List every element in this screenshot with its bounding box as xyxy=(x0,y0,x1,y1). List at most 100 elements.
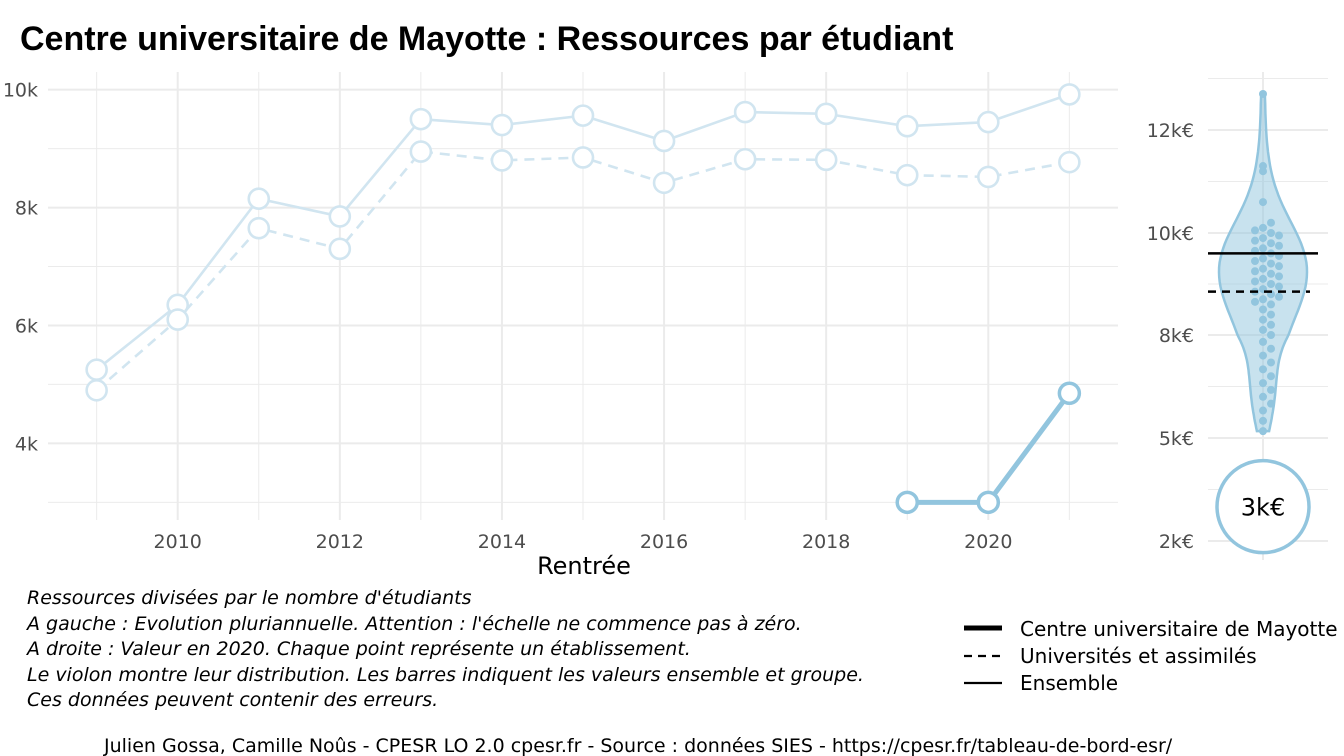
violin-point xyxy=(1275,231,1283,240)
violin-point xyxy=(1259,315,1267,324)
highlight-bubble: 3k€ xyxy=(1215,458,1311,555)
x-tick-label: 2012 xyxy=(316,531,364,553)
series-point xyxy=(85,358,108,381)
violin-point xyxy=(1267,331,1275,339)
violin-y-ticks: 2k€ 5k€ 8k€ 10k€ 12k€ xyxy=(1147,120,1194,553)
violin-point xyxy=(1259,89,1267,98)
y-tick-label: 10k xyxy=(3,80,38,102)
x-tick-label: 2020 xyxy=(964,531,1012,553)
violin-point xyxy=(1251,277,1259,286)
series-point xyxy=(733,100,757,124)
violin-point xyxy=(1267,229,1275,237)
series-point xyxy=(895,490,919,515)
series-point xyxy=(409,140,433,163)
violin-point xyxy=(1259,427,1267,436)
highlight-bubble-label: 3k€ xyxy=(1241,494,1285,522)
x-tick-label: 2014 xyxy=(478,531,526,553)
caption-line: A gauche : Evolution pluriannuelle. Atte… xyxy=(25,613,802,635)
x-tick-label: 2016 xyxy=(640,531,688,553)
legend-label: Ensemble xyxy=(1020,671,1118,695)
violin-point xyxy=(1259,162,1267,171)
legend-label: Universités et assimilés xyxy=(1020,644,1257,668)
violin-point xyxy=(1259,198,1267,207)
line-chart-x-ticks: 2010 2012 2014 2016 2018 2020 xyxy=(154,531,1013,553)
violin-point xyxy=(1267,399,1275,408)
series-point xyxy=(247,216,271,240)
violin-point xyxy=(1259,337,1267,346)
line-chart-grid xyxy=(48,72,1118,520)
violin-point xyxy=(1259,254,1267,263)
violin-point xyxy=(1259,325,1267,334)
violin-points xyxy=(1251,89,1283,436)
violin-point xyxy=(1267,372,1275,381)
violin-point xyxy=(1275,292,1283,301)
series-point xyxy=(652,129,676,153)
violin-point xyxy=(1259,234,1267,243)
violin-point xyxy=(1267,385,1275,394)
violin-point xyxy=(1259,416,1267,425)
violin-point xyxy=(1251,226,1259,235)
series-point xyxy=(247,187,271,211)
caption-line: A droite : Valeur en 2020. Chaque point … xyxy=(25,638,691,660)
series-point xyxy=(328,205,352,228)
line-chart-panel: 4k 6k 8k 10k 2010 2012 2014 2016 2018 2020 Rentr… xyxy=(3,72,1118,580)
violin-point xyxy=(1267,300,1275,309)
violin-point xyxy=(1251,297,1259,306)
violin-point xyxy=(1251,236,1259,245)
violin-point xyxy=(1259,379,1267,388)
series-point xyxy=(895,163,919,187)
violin-point xyxy=(1259,244,1267,253)
violin-point xyxy=(1267,320,1275,329)
series-point xyxy=(976,490,1001,515)
violin-point xyxy=(1259,392,1267,401)
violin-point xyxy=(1251,257,1259,266)
violin-point xyxy=(1259,295,1267,304)
series-point xyxy=(733,147,757,171)
x-axis-label: Rentrée xyxy=(537,552,631,580)
violin-point xyxy=(1259,406,1267,415)
violin-point xyxy=(1275,282,1283,291)
violin-reference-lines xyxy=(1208,252,1318,293)
series-point xyxy=(490,149,514,172)
violin-point xyxy=(1267,358,1275,367)
violin-point xyxy=(1267,218,1275,227)
line-chart-y-ticks: 4k 6k 8k 10k xyxy=(3,80,38,456)
series-point xyxy=(85,379,108,402)
chart-title: Centre universitaire de Mayotte : Ressou… xyxy=(20,20,953,58)
series-point xyxy=(814,102,838,126)
violin-point xyxy=(1267,239,1275,248)
series-point xyxy=(571,146,595,169)
series-point xyxy=(977,110,1000,134)
caption-line: Ressources divisées par le nombre d'étud… xyxy=(27,587,472,609)
series-point xyxy=(1058,83,1081,106)
violin-point xyxy=(1267,310,1275,319)
violin-point xyxy=(1267,280,1275,288)
caption: Ressources divisées par le nombre d'étud… xyxy=(25,587,864,711)
series-point xyxy=(166,308,189,331)
series-point xyxy=(1058,150,1081,174)
series-point xyxy=(977,165,1000,189)
series-point xyxy=(571,104,595,127)
violin-y-tick-label: 5k€ xyxy=(1159,428,1194,450)
violin-point xyxy=(1259,223,1267,232)
y-tick-label: 6k xyxy=(15,315,38,337)
violin-point xyxy=(1267,269,1275,278)
violin-point xyxy=(1275,241,1283,250)
y-tick-label: 8k xyxy=(15,198,38,220)
violin-point xyxy=(1267,344,1275,353)
violin-y-tick-label: 8k€ xyxy=(1159,325,1194,347)
series-point xyxy=(1057,381,1082,406)
y-tick-label: 4k xyxy=(15,433,38,455)
violin-point xyxy=(1259,365,1267,374)
violin-point xyxy=(1259,274,1267,283)
caption-line: Ces données peuvent contenir des erreurs… xyxy=(27,689,438,711)
legend-label: Centre universitaire de Mayotte xyxy=(1020,617,1338,641)
x-tick-label: 2018 xyxy=(802,531,850,553)
x-tick-label: 2010 xyxy=(154,531,202,553)
violin-point xyxy=(1275,272,1283,281)
violin-panel: 2k€ 5k€ 8k€ 10k€ 12k€ 3k€ xyxy=(1147,72,1328,560)
source-credit: Julien Gossa, Camille Noûs - CPESR LO 2.… xyxy=(103,735,1173,756)
violin-y-tick-label: 2k€ xyxy=(1159,531,1194,553)
violin-y-tick-label: 12k€ xyxy=(1147,120,1194,142)
